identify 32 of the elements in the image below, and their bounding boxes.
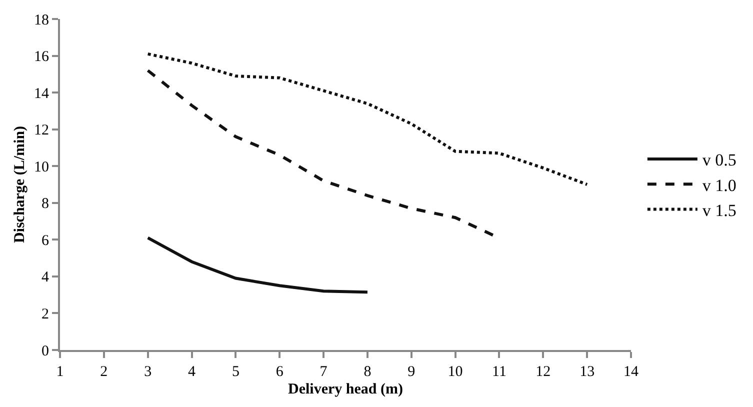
y-tick-label: 2 xyxy=(42,306,49,322)
y-tick-label: 6 xyxy=(42,232,50,249)
x-tick-label: 4 xyxy=(188,364,196,380)
x-tick-label: 5 xyxy=(232,364,240,380)
y-tick-label: 0 xyxy=(42,343,49,360)
line-series xyxy=(146,68,496,238)
x-tick-label: 1 xyxy=(56,364,64,380)
x-tick-label: 7 xyxy=(320,364,328,380)
line-series xyxy=(146,236,369,294)
line-series xyxy=(146,52,589,186)
legend-label: v 0.5 xyxy=(702,150,736,170)
x-tick-label: 13 xyxy=(580,364,595,380)
legend-label: v 1.0 xyxy=(702,176,736,195)
x-tick-label: 2 xyxy=(100,364,108,380)
y-tick-label: 16 xyxy=(34,49,50,66)
x-tick-label: 6 xyxy=(276,364,284,380)
x-tick-label: 10 xyxy=(448,364,463,380)
x-tick-label: 8 xyxy=(364,364,372,380)
y-tick-label: 4 xyxy=(42,270,50,286)
x-tick-label: 12 xyxy=(536,364,551,380)
legend-label: v 1.5 xyxy=(702,200,736,220)
x-tick-label: 11 xyxy=(492,364,506,380)
y-tick-label: 8 xyxy=(42,196,49,212)
y-axis-title: Discharge (L/min) xyxy=(12,126,28,244)
y-tick-label: 18 xyxy=(34,12,49,28)
y-tick-label: 14 xyxy=(34,86,50,102)
x-axis-title: Delivery head (m) xyxy=(288,382,403,398)
x-tick-label: 9 xyxy=(408,364,416,380)
x-tick-label: 14 xyxy=(624,364,639,380)
x-tick-label: 3 xyxy=(144,364,152,380)
y-tick-label: 12 xyxy=(34,122,49,139)
y-tick-label: 10 xyxy=(34,159,49,176)
